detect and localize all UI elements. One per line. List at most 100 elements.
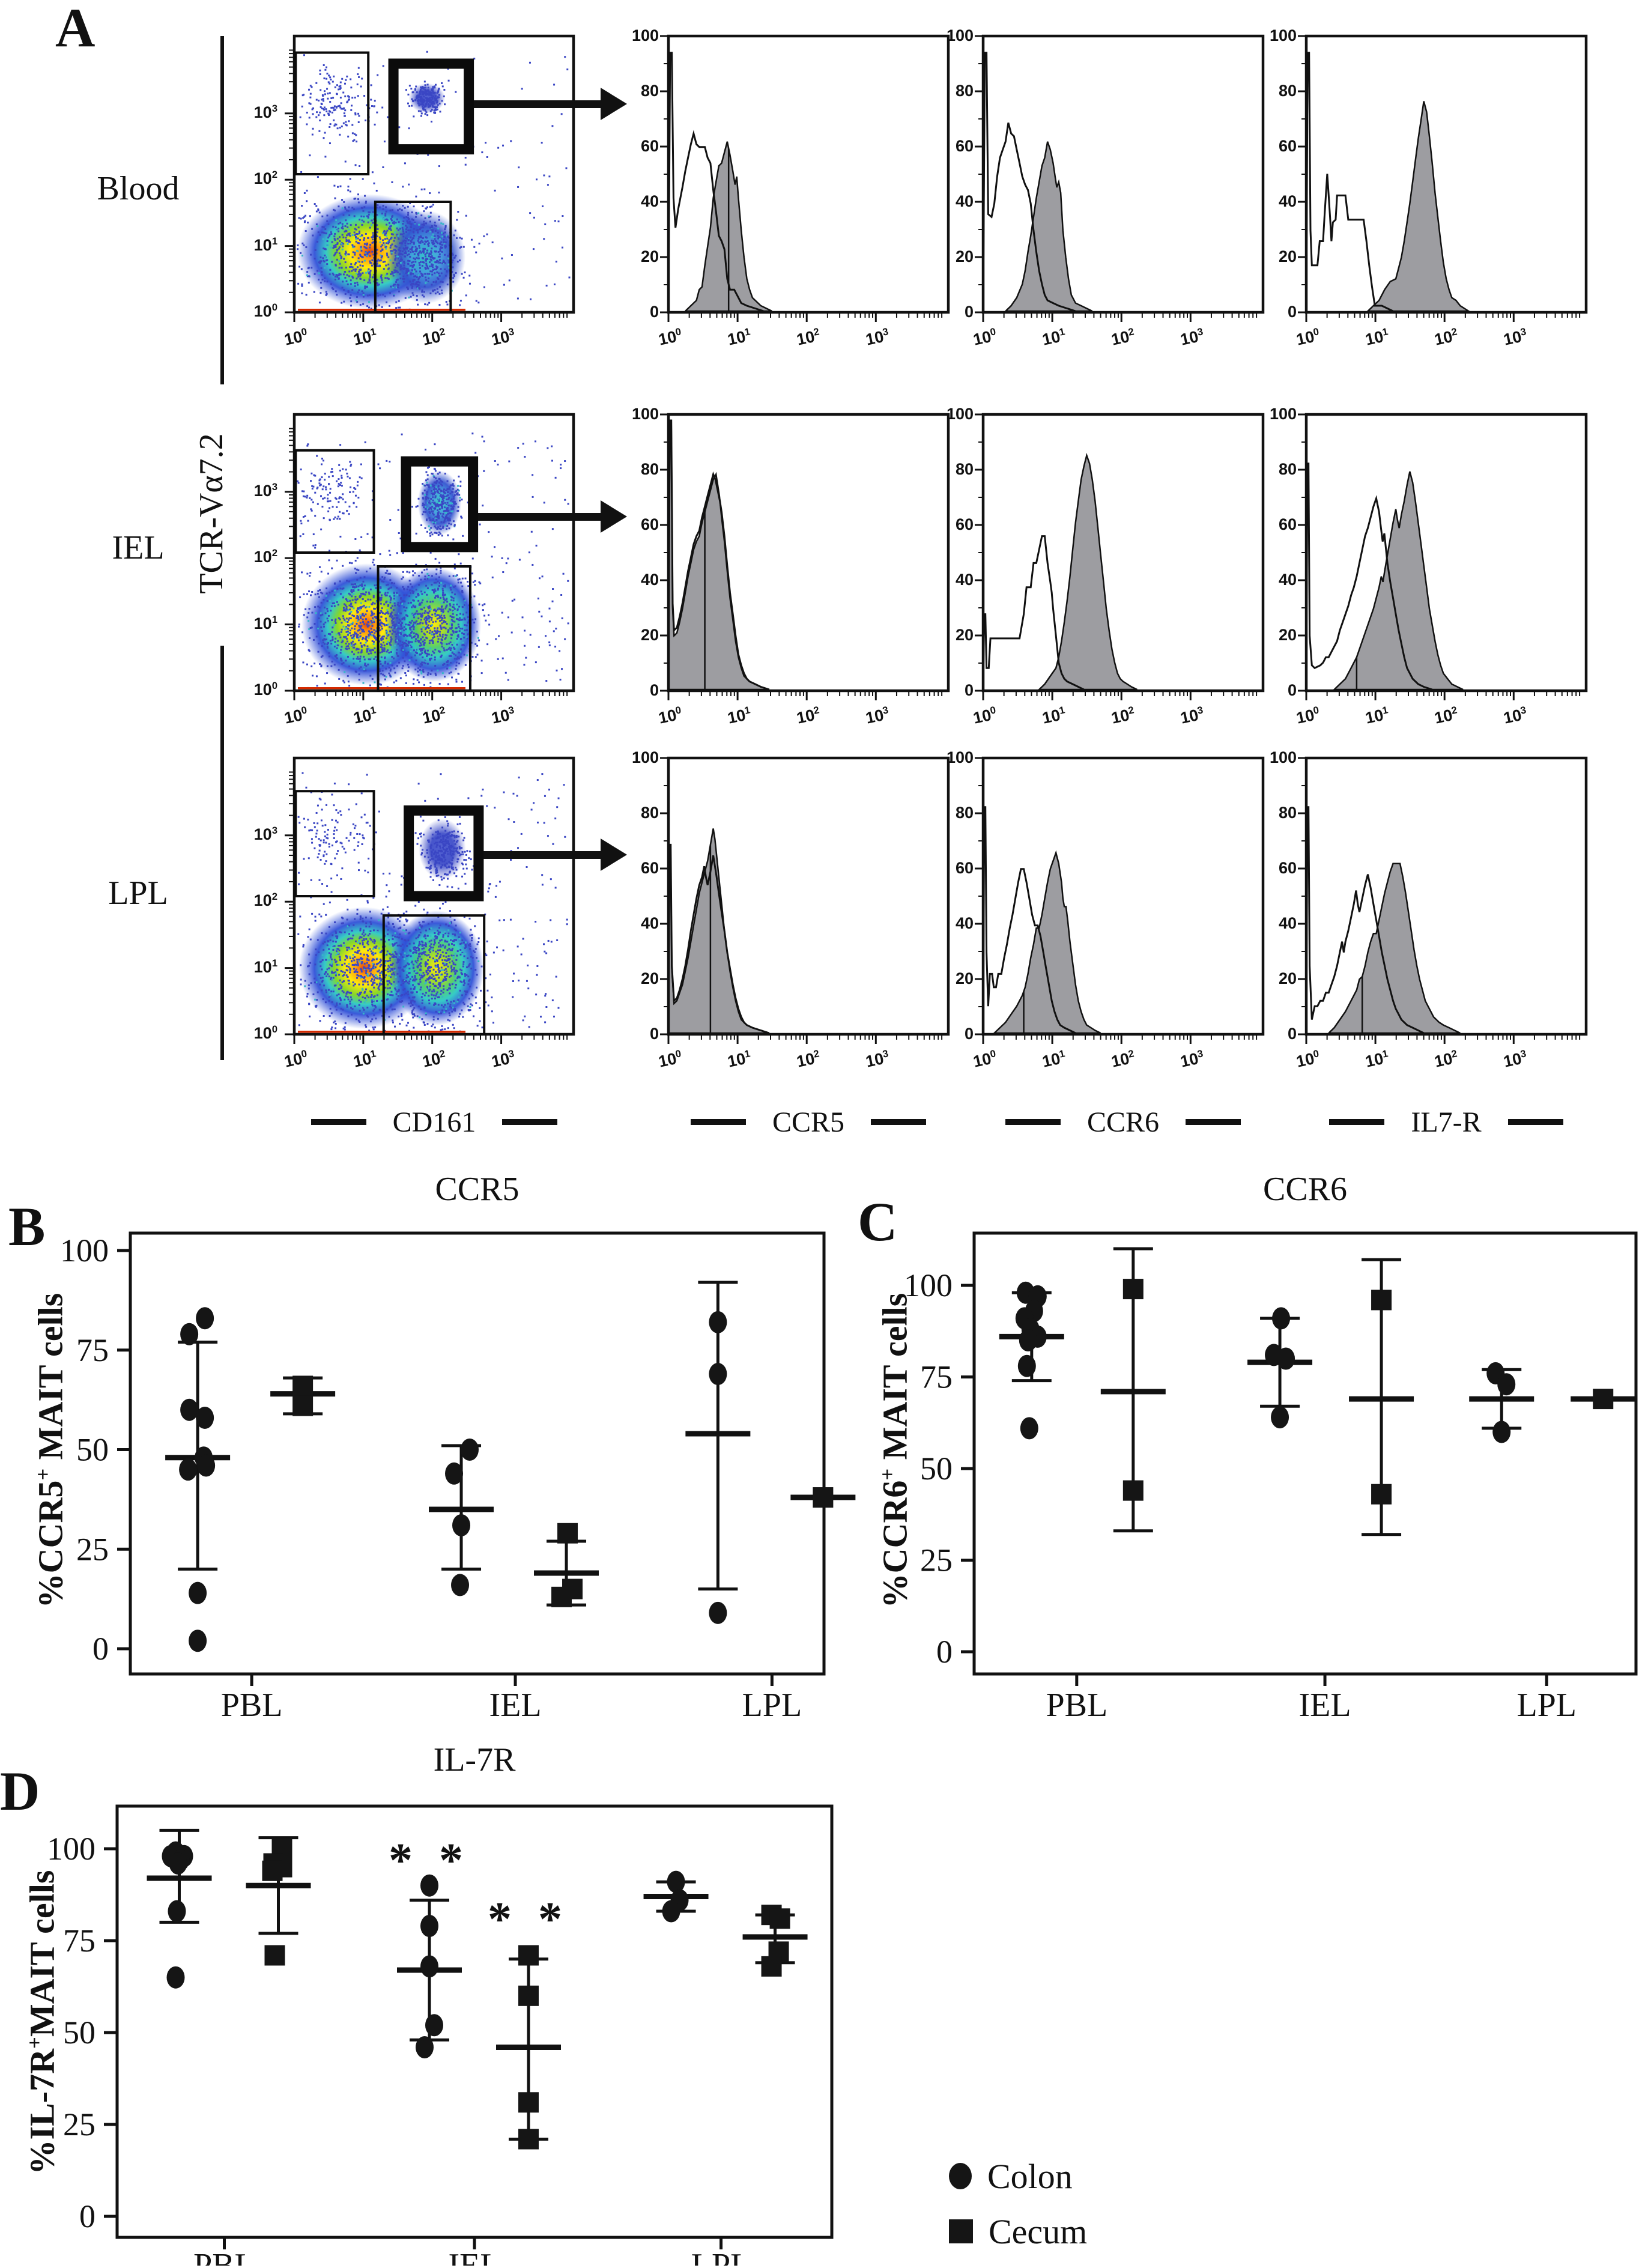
- tcr-axis-label: TCR-Vα7.2: [190, 303, 232, 724]
- data-point-circle: [1272, 1307, 1290, 1329]
- histogram-frame: [983, 414, 1263, 691]
- legend-item-cecum: Cecum: [949, 2213, 1087, 2250]
- category-label-lpl: LPL: [742, 1687, 802, 1724]
- data-point-circle: [420, 1955, 438, 1977]
- hist-y-tick-label: 80: [1258, 804, 1297, 822]
- panel-b-yaxis-label: %CCR5+ MAIT cells: [21, 1210, 65, 1691]
- significance-asterisks: * *: [462, 1896, 595, 1944]
- y-tick-label: 50: [76, 1432, 109, 1468]
- data-point-circle: [452, 1514, 470, 1536]
- marker-label-cd161: CD161: [266, 1103, 602, 1141]
- hist-y-tick-label: 40: [1258, 571, 1297, 589]
- hist-y-tick-label: 100: [935, 748, 974, 767]
- hist-y-tick-label: 0: [620, 681, 659, 700]
- hist-y-tick-label: 40: [620, 914, 659, 933]
- flow-plot-blood: [285, 36, 574, 322]
- y-tick-label: 103: [239, 825, 277, 844]
- data-point-circle: [169, 1852, 187, 1875]
- histogram-lpl-il7-r: [1298, 758, 1586, 1044]
- data-point-circle: [196, 1307, 214, 1329]
- data-point-circle: [179, 1458, 197, 1481]
- data-point-circle: [451, 1574, 469, 1596]
- data-point-circle: [197, 1455, 215, 1477]
- histogram-iel-ccr5: [660, 414, 948, 700]
- hist-y-tick-label: 60: [620, 859, 659, 878]
- group-colon-iel: [397, 1875, 462, 2058]
- hist-y-tick-label: 0: [620, 1025, 659, 1043]
- data-point-circle: [180, 1399, 198, 1421]
- group-cecum-lpl: [790, 1487, 855, 1508]
- group-colon-pbl: [165, 1307, 230, 1652]
- flow-plot-iel: [285, 414, 574, 700]
- dash-right: [1186, 1119, 1241, 1125]
- y-tick-label: 100: [239, 1023, 277, 1043]
- data-point-square: [762, 1956, 782, 1977]
- hist-y-tick-label: 60: [935, 859, 974, 878]
- data-point-square: [518, 2129, 539, 2149]
- data-point-circle: [196, 1407, 214, 1429]
- hist-y-tick-label: 80: [620, 460, 659, 479]
- data-point-circle: [420, 1915, 438, 1937]
- group-cecum-iel: [534, 1523, 599, 1607]
- y-tick-label: 25: [920, 1542, 953, 1578]
- hist-y-tick-label: 20: [1258, 969, 1297, 988]
- group-cecum-pbl: [246, 1838, 311, 1966]
- filled-histogram-curve: [995, 853, 1101, 1033]
- gate-arrow: [483, 851, 601, 859]
- data-point-circle: [461, 1439, 479, 1461]
- hist-y-tick-label: 60: [935, 137, 974, 156]
- hist-y-tick-label: 100: [620, 26, 659, 45]
- y-tick-label: 0: [92, 1631, 109, 1667]
- hist-y-tick-label: 40: [935, 914, 974, 933]
- dash-left: [1005, 1119, 1061, 1125]
- y-tick-label: 103: [239, 103, 277, 122]
- category-label-iel: IEL: [448, 2247, 500, 2266]
- hist-y-tick-label: 60: [1258, 515, 1297, 534]
- y-tick-label: 50: [920, 1451, 953, 1487]
- marker-label-ccr5: CCR5: [640, 1103, 977, 1141]
- legend-label-cecum: Cecum: [989, 2212, 1087, 2252]
- data-point-circle: [1018, 1355, 1036, 1377]
- y-tick-label: 102: [239, 547, 277, 566]
- hist-y-tick-label: 20: [935, 969, 974, 988]
- data-point-square: [265, 1945, 285, 1965]
- data-point-square: [813, 1487, 833, 1508]
- hist-y-tick-label: 80: [1258, 82, 1297, 100]
- gate-arrow: [474, 100, 601, 108]
- group-cecum-lpl: [743, 1905, 808, 1977]
- data-point-circle: [662, 1900, 680, 1923]
- data-point-square: [557, 1523, 578, 1544]
- y-tick-label: 75: [920, 1359, 953, 1395]
- data-point-square: [1371, 1290, 1392, 1310]
- data-point-circle: [425, 2014, 443, 2036]
- y-tick-label: 25: [76, 1531, 109, 1567]
- hist-y-tick-label: 40: [1258, 914, 1297, 933]
- hist-y-tick-label: 60: [935, 515, 974, 534]
- hist-y-tick-label: 60: [620, 137, 659, 156]
- category-label-pbl: PBL: [193, 2247, 255, 2266]
- hist-y-tick-label: 20: [1258, 247, 1297, 266]
- data-point-circle: [1271, 1406, 1289, 1428]
- y-tick-label: 75: [63, 1923, 95, 1959]
- legend: Colon Cecum: [949, 2157, 1087, 2268]
- group-colon-lpl: [685, 1282, 750, 1624]
- hist-y-tick-label: 20: [935, 626, 974, 644]
- y-tick-label: 0: [936, 1634, 953, 1670]
- data-point-circle: [189, 1630, 207, 1652]
- hist-y-tick-label: 100: [935, 405, 974, 423]
- panel-d-title: IL-7R: [117, 1741, 832, 1779]
- panel-c-yaxis-label: %CCR6+ MAIT cells: [865, 1210, 910, 1691]
- histogram-blood-il7-r: [1298, 36, 1586, 322]
- y-tick-label: 25: [63, 2106, 95, 2142]
- dash-right: [1508, 1119, 1563, 1125]
- marker-label-ccr6: CCR6: [955, 1103, 1291, 1141]
- y-tick-label: 50: [63, 2015, 95, 2051]
- group-cecum-lpl: [1571, 1389, 1635, 1409]
- circle-marker-icon: [949, 2163, 972, 2189]
- hist-y-tick-label: 100: [1258, 26, 1297, 45]
- data-point-square: [770, 1908, 790, 1929]
- data-point-square: [292, 1396, 313, 1416]
- data-point-circle: [709, 1602, 727, 1624]
